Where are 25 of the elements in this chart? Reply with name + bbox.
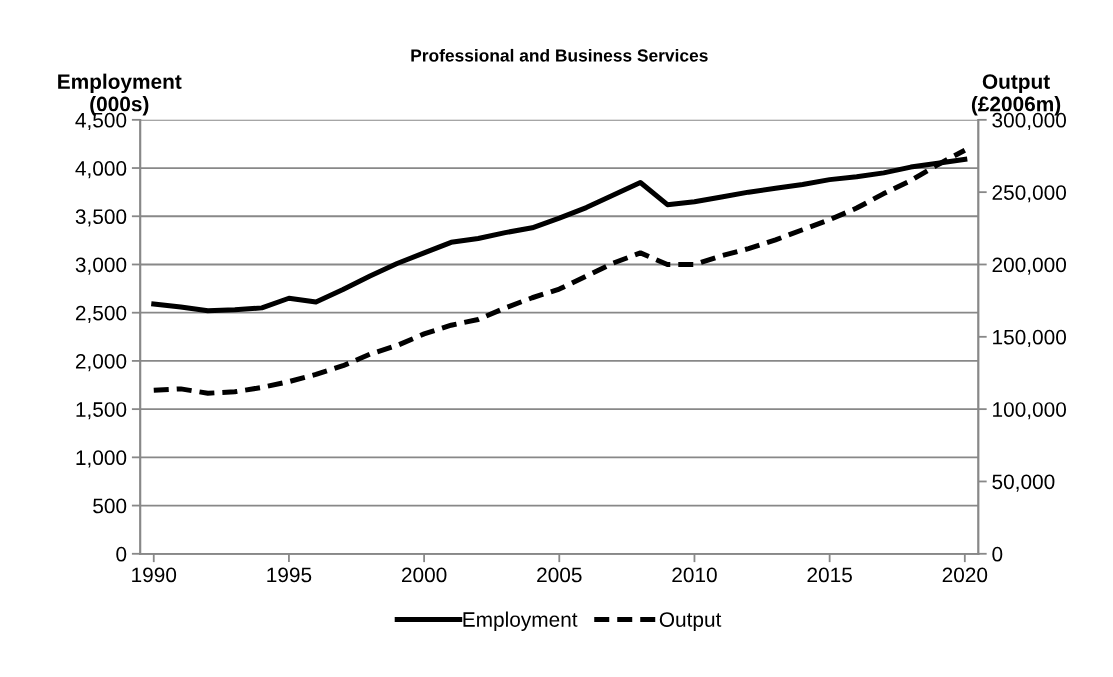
chart-title: Professional and Business Services <box>411 48 708 62</box>
y2-tick-label: 200,000 <box>992 257 1067 275</box>
y2-tick-label: 0 <box>992 546 1003 562</box>
y-tick-label: 3,000 <box>75 257 127 275</box>
y-tick-label: 1,000 <box>76 450 127 468</box>
x-tick-label: 2015 <box>807 567 852 583</box>
x-tick-label: 2005 <box>537 567 582 583</box>
legend-label: Employment <box>463 611 578 632</box>
x-tick-label: 1990 <box>132 567 177 583</box>
y-tick-label: 2,500 <box>75 305 127 323</box>
y-tick-label: 0 <box>116 546 127 562</box>
y-tick-label: 3,500 <box>75 209 127 227</box>
y-tick-label: 4,000 <box>75 161 127 179</box>
y-tick-label: 500 <box>93 498 127 514</box>
x-tick-label: 1995 <box>267 567 312 583</box>
x-tick-label: 2010 <box>672 567 717 583</box>
y2-tick-label: 100,000 <box>993 402 1067 420</box>
legend-label: Output <box>659 612 722 632</box>
y2-tick-label: 250,000 <box>992 185 1067 203</box>
y2-tick-label: 150,000 <box>993 329 1067 348</box>
x-tick-label: 2000 <box>401 567 447 583</box>
y2-tick-label: 50,000 <box>992 474 1055 492</box>
y-tick-label: 1,500 <box>76 402 127 420</box>
x-tick-label: 2020 <box>942 567 988 583</box>
y-tick-label: 2,000 <box>75 353 127 372</box>
